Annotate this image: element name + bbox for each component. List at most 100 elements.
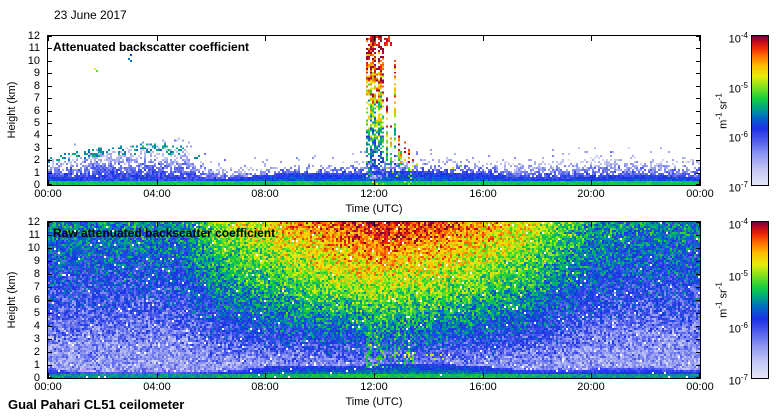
x-tick-bottom bbox=[591, 180, 592, 185]
y-tick-right bbox=[696, 98, 700, 99]
y-tick-label: 6 bbox=[33, 293, 40, 306]
x-tick-label: 08:00 bbox=[251, 381, 279, 393]
x-tick-top bbox=[157, 36, 158, 41]
y-tick-label: 8 bbox=[33, 267, 40, 280]
x-tick-top bbox=[483, 222, 484, 227]
colorbar-tick-label: 10-7 bbox=[728, 180, 748, 195]
y-tick-right bbox=[696, 300, 700, 301]
y-tick-left bbox=[48, 61, 52, 62]
y-tick-left bbox=[48, 248, 52, 249]
y-tick-right bbox=[696, 365, 700, 366]
colorbar-unit-label: m-1 sr-1 bbox=[714, 92, 730, 129]
x-tick-top bbox=[591, 222, 592, 227]
y-tick-left bbox=[48, 148, 52, 149]
y-tick-right bbox=[696, 352, 700, 353]
y-tick-label: 1 bbox=[33, 358, 40, 371]
y-tick-label: 10 bbox=[27, 241, 40, 254]
y-tick-label: 11 bbox=[28, 228, 40, 241]
attenuated-backscatter-heatmap bbox=[48, 36, 700, 185]
y-tick-left bbox=[48, 222, 52, 223]
y-tick-right bbox=[696, 48, 700, 49]
y-tick-label: 3 bbox=[33, 332, 40, 345]
y-tick-right bbox=[696, 313, 700, 314]
x-tick-bottom bbox=[699, 180, 700, 185]
y-tick-left bbox=[48, 184, 52, 185]
raw-backscatter-panel: Raw attenuated backscatter coefficient bbox=[47, 221, 701, 379]
y-tick-right bbox=[696, 287, 700, 288]
panel-title-attenuated: Attenuated backscatter coefficient bbox=[53, 40, 250, 54]
y-tick-label: 0 bbox=[33, 178, 40, 191]
colorbar-tick-label: 10-5 bbox=[728, 269, 748, 284]
y-tick-left bbox=[48, 111, 52, 112]
x-tick-bottom bbox=[374, 373, 375, 378]
y-tick-left bbox=[48, 36, 52, 37]
x-tick-label: 04:00 bbox=[143, 188, 171, 200]
x-tick-label: 08:00 bbox=[251, 188, 279, 200]
panel-title-raw: Raw attenuated backscatter coefficient bbox=[53, 226, 276, 240]
y-tick-left bbox=[48, 274, 52, 275]
x-tick-top bbox=[265, 36, 266, 41]
y-tick-right bbox=[696, 326, 700, 327]
y-tick-right bbox=[696, 148, 700, 149]
x-tick-label: 20:00 bbox=[577, 381, 605, 393]
y-tick-left bbox=[48, 326, 52, 327]
y-tick-label: 3 bbox=[33, 141, 40, 154]
y-tick-right bbox=[696, 36, 700, 37]
colorbar-top-gradient bbox=[752, 36, 768, 185]
y-tick-label: 9 bbox=[33, 254, 40, 267]
x-tick-label: 04:00 bbox=[143, 381, 171, 393]
date-label: 23 June 2017 bbox=[54, 8, 127, 22]
y-tick-left bbox=[48, 235, 52, 236]
x-tick-top bbox=[157, 222, 158, 227]
x-tick-label: 16:00 bbox=[469, 381, 497, 393]
y-tick-right bbox=[696, 173, 700, 174]
x-tick-label: 12:00 bbox=[360, 188, 388, 200]
y-tick-left bbox=[48, 352, 52, 353]
attenuated-backscatter-panel: Attenuated backscatter coefficient bbox=[47, 35, 701, 186]
y-tick-right bbox=[696, 261, 700, 262]
y-tick-right bbox=[696, 111, 700, 112]
x-tick-top bbox=[265, 222, 266, 227]
raw-backscatter-heatmap bbox=[48, 222, 700, 378]
y-tick-label: 0 bbox=[33, 371, 40, 384]
y-tick-right bbox=[696, 135, 700, 136]
x-tick-label: 16:00 bbox=[469, 188, 497, 200]
y-tick-right bbox=[696, 235, 700, 236]
y-tick-left bbox=[48, 287, 52, 288]
y-tick-left bbox=[48, 300, 52, 301]
x-tick-top bbox=[591, 36, 592, 41]
x-tick-top bbox=[374, 36, 375, 41]
x-tick-bottom bbox=[483, 180, 484, 185]
colorbar-tick-label: 10-4 bbox=[728, 217, 748, 232]
colorbar-tick-label: 10-7 bbox=[728, 373, 748, 388]
x-axis-label-bottom-panel: Time (UTC) bbox=[345, 396, 403, 408]
y-tick-left bbox=[48, 123, 52, 124]
x-tick-bottom bbox=[157, 180, 158, 185]
x-tick-label: 00:00 bbox=[686, 381, 714, 393]
y-tick-left bbox=[48, 48, 52, 49]
colorbar-tick-label: 10-4 bbox=[728, 31, 748, 46]
y-tick-label: 7 bbox=[33, 91, 40, 104]
y-tick-left bbox=[48, 313, 52, 314]
x-tick-top bbox=[699, 36, 700, 41]
y-tick-left bbox=[48, 86, 52, 87]
y-tick-label: 12 bbox=[27, 215, 40, 228]
y-tick-right bbox=[696, 274, 700, 275]
y-tick-right bbox=[696, 377, 700, 378]
x-tick-bottom bbox=[48, 373, 49, 378]
colorbar-tick-label: 10-6 bbox=[728, 321, 748, 336]
y-tick-label: 11 bbox=[28, 41, 40, 54]
y-tick-label: 4 bbox=[33, 319, 40, 332]
y-tick-label: 4 bbox=[33, 128, 40, 141]
x-tick-label: 00:00 bbox=[34, 188, 62, 200]
y-tick-right bbox=[696, 123, 700, 124]
y-tick-label: 12 bbox=[27, 29, 40, 42]
y-tick-right bbox=[696, 160, 700, 161]
y-tick-label: 8 bbox=[33, 79, 40, 92]
x-tick-label: 12:00 bbox=[360, 381, 388, 393]
y-tick-left bbox=[48, 73, 52, 74]
x-tick-top bbox=[48, 36, 49, 41]
colorbar-bottom-gradient bbox=[752, 222, 768, 378]
x-tick-top bbox=[483, 36, 484, 41]
